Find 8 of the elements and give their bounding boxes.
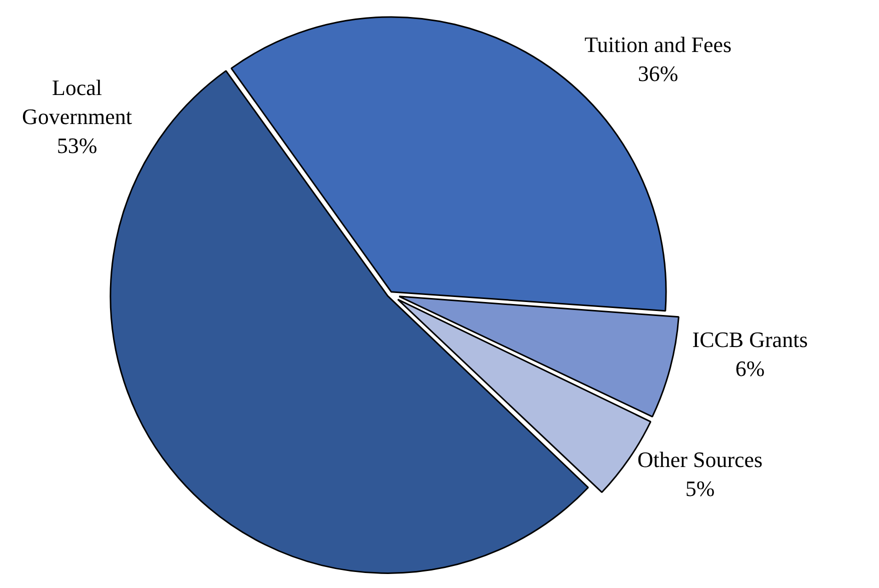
data-label: 53% bbox=[56, 132, 98, 158]
slice-label: Other Sources bbox=[637, 446, 763, 472]
data-label: 36% bbox=[638, 60, 678, 86]
slice-label: Local Government bbox=[22, 74, 132, 129]
data-label: 5% bbox=[685, 476, 715, 501]
data-label: 6% bbox=[735, 356, 765, 381]
slice-label: Tuition and Fees bbox=[584, 32, 732, 57]
slice-label: ICCB Grants bbox=[692, 326, 808, 352]
